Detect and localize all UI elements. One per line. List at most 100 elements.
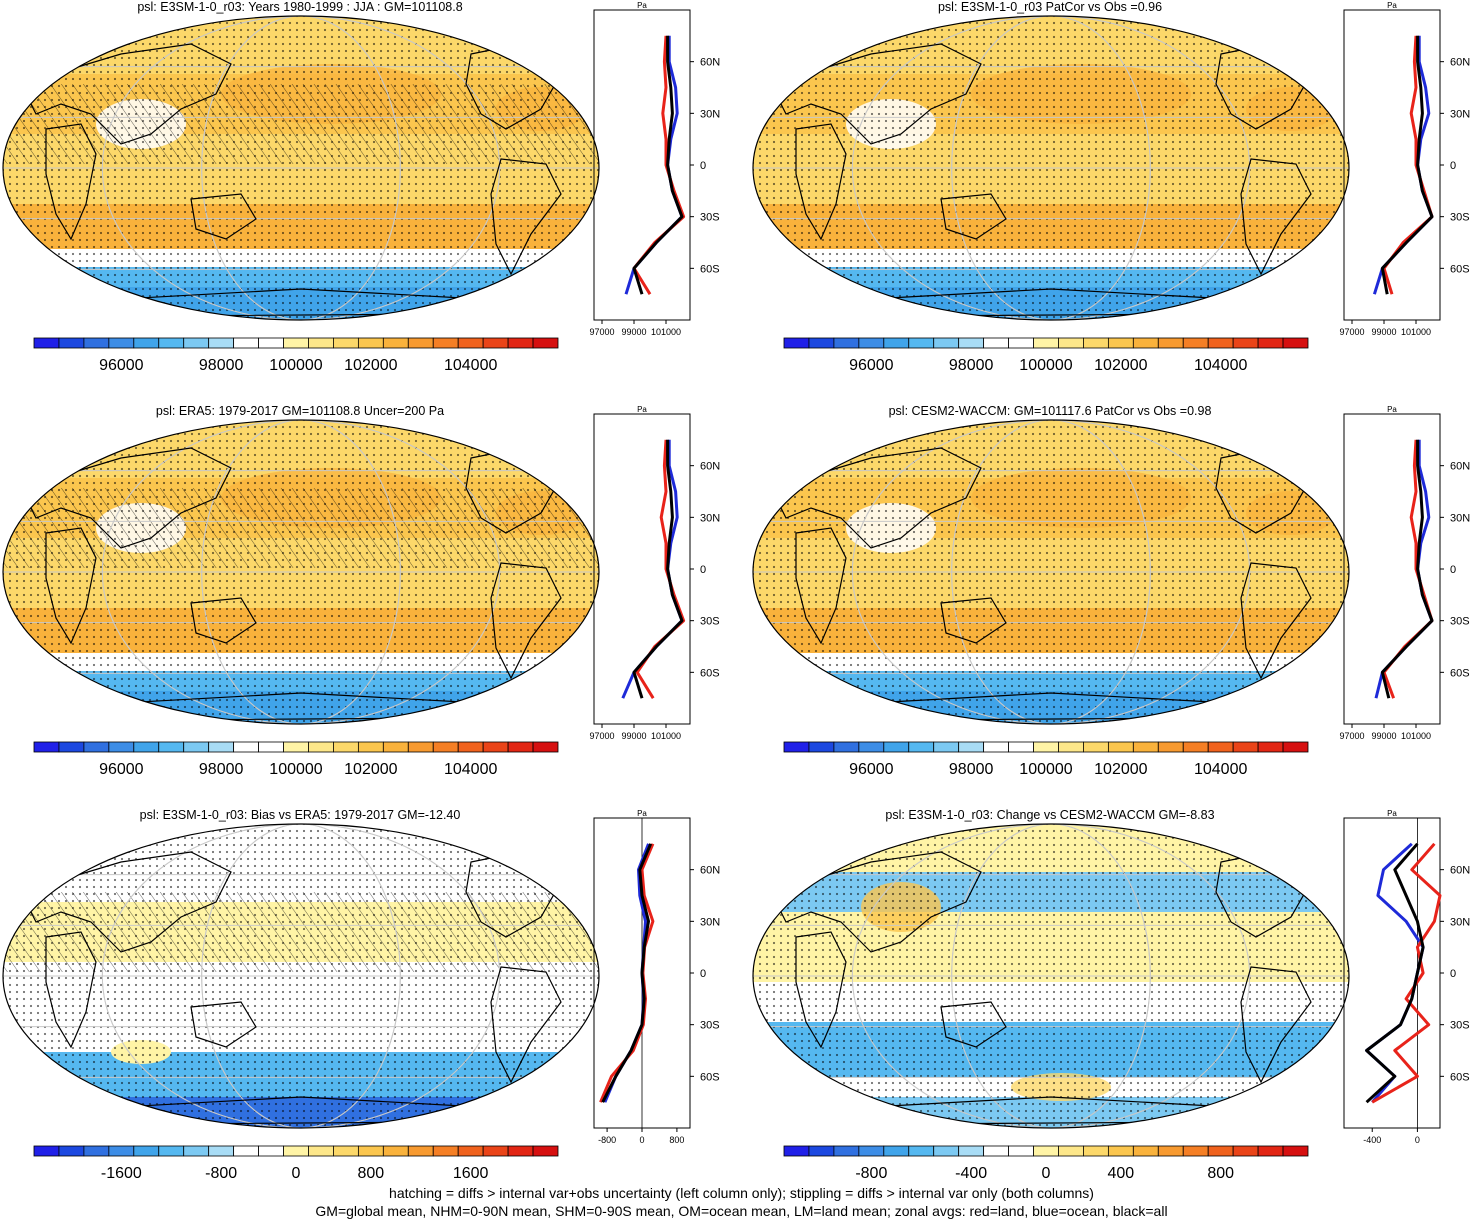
colorbar-swatch [208,1145,235,1157]
colorbar-swatch [858,1145,885,1157]
colorbar-swatch [1282,741,1309,753]
colorbar-swatch [858,337,885,349]
world-map [752,15,1350,321]
lat-tick-label: 30N [700,512,720,524]
colorbar-swatch [333,741,359,753]
colorbar-swatch [833,337,860,349]
colorbar-tick-label: 98000 [199,761,244,778]
colorbar-swatch [1058,1145,1084,1157]
colorbar-swatch [1107,741,1134,753]
map-border [2,419,600,725]
colorbar: 96000 98000 100000 102000 104000 [783,741,1309,778]
lat-tick-label: 0 [700,968,706,980]
zonal-unit-label: Pa [637,1,647,10]
colorbar-tick-label: 102000 [344,761,397,778]
panel-title: psl: E3SM-1-0_r03: Bias vs ERA5: 1979-20… [139,808,461,822]
colorbar-tick-label: -800 [205,1165,237,1182]
continent-outline [20,851,232,953]
zonal-unit-label: Pa [637,809,647,818]
map-border [2,823,600,1129]
colorbar-swatch [133,337,160,349]
continent-outline [20,43,232,145]
colorbar-swatch [933,741,960,753]
colorbar-swatch [382,337,409,349]
lat-tick-label: 60N [700,865,720,877]
colorbar-swatch [783,1145,810,1157]
colorbar-swatch [308,1145,334,1157]
colorbar-tick-label: 100000 [1019,761,1072,778]
colorbar-swatch [1008,1145,1034,1157]
value-tick-label: 101000 [1401,731,1431,741]
colorbar-swatch [1008,741,1034,753]
colorbar-tick-label: 104000 [1194,761,1247,778]
colorbar-swatch [407,337,434,349]
continent-outline [490,158,562,276]
continent-outline [1240,966,1312,1084]
lat-tick-label: 60N [1450,57,1470,69]
all-zonal-line [1380,35,1434,295]
panel-title: psl: E3SM-1-0_r03 PatCor vs Obs =0.96 [937,0,1163,14]
colorbar-swatch [58,337,85,349]
colorbar-swatch [1207,1145,1234,1157]
colorbar-swatch [1232,337,1259,349]
lat-tick-label: 60N [1450,461,1470,473]
colorbar-swatch [883,1145,910,1157]
colorbar-tick-label: 100000 [269,357,322,374]
colorbar-swatch [1033,741,1059,753]
colorbar-swatch [258,1145,284,1157]
value-tick-label: 97000 [589,731,614,741]
colorbar-swatch [1207,337,1234,349]
colorbar-swatch [233,1145,259,1157]
colorbar-tick-label: -400 [955,1165,987,1182]
map-border [752,419,1350,725]
continent-outline [45,931,97,1049]
ocean-zonal-line [621,439,684,699]
land-zonal-line [1382,439,1434,699]
colorbar-swatch [33,337,60,349]
colorbar-swatch [382,1145,409,1157]
colorbar-swatch [1232,1145,1259,1157]
lat-tick-label: 30N [1450,108,1470,120]
colorbar-swatch [1182,337,1209,349]
lat-tick-label: 30S [1450,212,1470,224]
panel-title: psl: E3SM-1-0_r03: Years 1980-1999 : JJA… [137,0,463,14]
colorbar-swatch [33,1145,60,1157]
value-tick-label: 97000 [1339,731,1364,741]
colorbar-swatch [908,741,935,753]
colorbar-tick-label: 102000 [1094,357,1147,374]
lat-tick-label: 30S [700,616,720,628]
colorbar-swatch [258,741,284,753]
colorbar-tick-label: 96000 [99,357,144,374]
colorbar-swatch [1008,337,1034,349]
colorbar-swatch [1083,337,1109,349]
colorbar-swatch [1257,1145,1284,1157]
colorbar-swatch [58,741,85,753]
colorbar-swatch [183,1145,210,1157]
colorbar-swatch [1083,1145,1109,1157]
value-tick-label: 800 [669,1135,684,1145]
world-map [2,823,600,1129]
colorbar-swatch [108,1145,135,1157]
continent-outline [490,966,562,1084]
colorbar-swatch [858,741,885,753]
lat-tick-label: 60S [700,667,720,679]
value-tick-label: 101000 [651,731,681,741]
colorbar-swatch [808,741,835,753]
colorbar-swatch [183,337,210,349]
colorbar-swatch [1033,1145,1059,1157]
colorbar-swatch [1107,1145,1134,1157]
colorbar-swatch [1207,741,1234,753]
colorbar: -800 -400 0 400 800 [783,1145,1309,1182]
colorbar-swatch [933,337,960,349]
colorbar-swatch [958,741,985,753]
colorbar-swatch [482,1145,509,1157]
colorbar-swatch [1107,337,1134,349]
zonal-frame [593,9,691,321]
colorbar-swatch [208,337,235,349]
colorbar-swatch [407,741,434,753]
lat-tick-label: 60S [1450,667,1470,679]
colorbar-swatch [1157,337,1184,349]
colorbar-swatch [457,1145,484,1157]
continent-outline [795,123,847,241]
value-tick-label: -400 [1363,1135,1381,1145]
